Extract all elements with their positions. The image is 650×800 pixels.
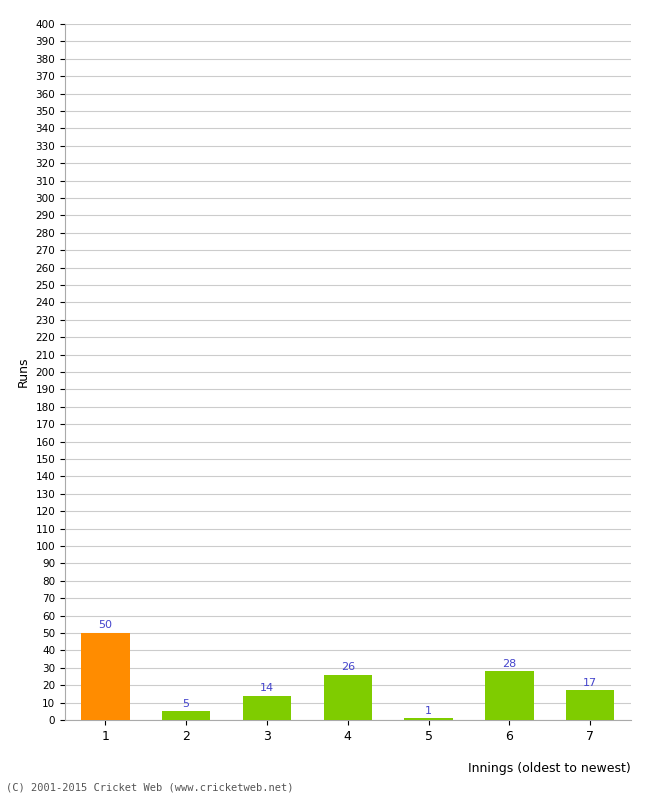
Text: 14: 14 [260,683,274,693]
Text: 50: 50 [98,620,112,630]
Text: Innings (oldest to newest): Innings (oldest to newest) [468,762,630,774]
Text: 28: 28 [502,658,517,669]
Text: 5: 5 [183,698,190,709]
Y-axis label: Runs: Runs [17,357,30,387]
Bar [404,718,453,720]
Bar [242,696,291,720]
Bar [566,690,614,720]
Text: (C) 2001-2015 Cricket Web (www.cricketweb.net): (C) 2001-2015 Cricket Web (www.cricketwe… [6,782,294,792]
Bar [324,674,372,720]
Text: 1: 1 [425,706,432,716]
Bar [162,711,211,720]
Text: 17: 17 [583,678,597,688]
Text: 26: 26 [341,662,355,672]
Bar [81,633,129,720]
Bar [485,671,534,720]
